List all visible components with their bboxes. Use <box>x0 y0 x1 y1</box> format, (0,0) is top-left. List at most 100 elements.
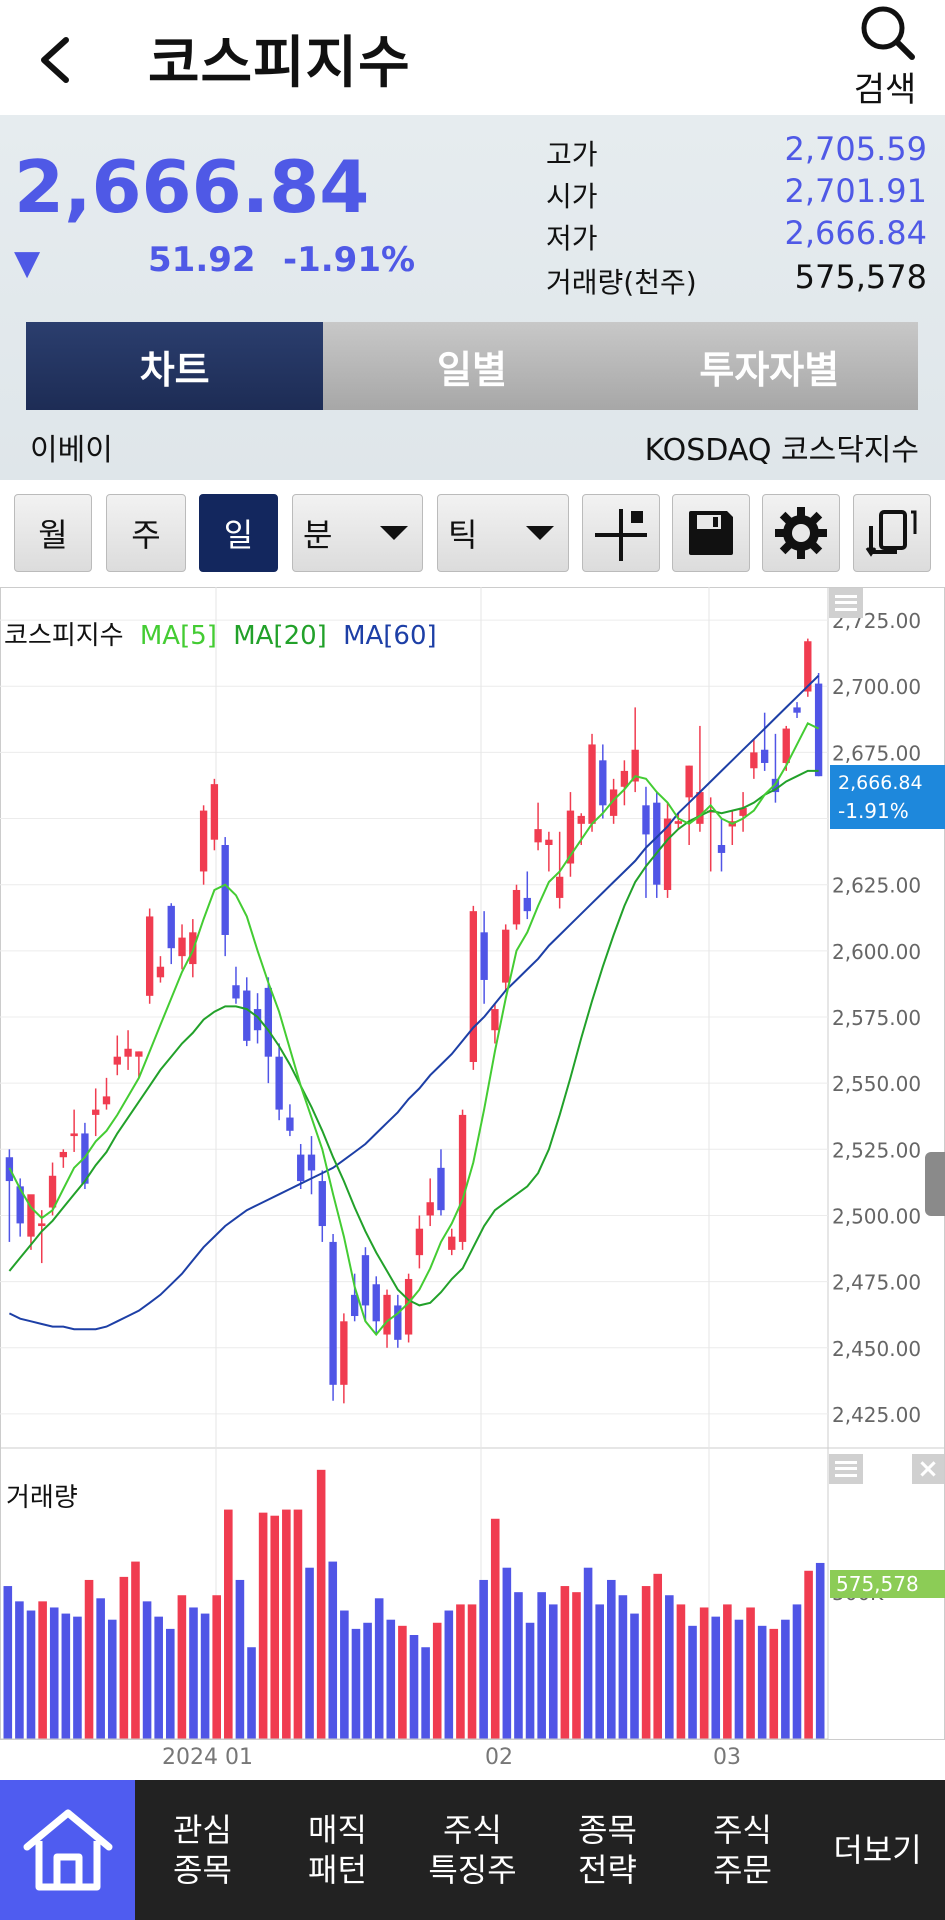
candle-body <box>264 987 273 1057</box>
back-button[interactable] <box>30 22 90 92</box>
tab-investor[interactable]: 투자자별 <box>699 347 840 392</box>
volume-bar <box>154 1616 163 1739</box>
candle-body <box>588 744 596 824</box>
sub-info-left[interactable]: 이베이 <box>30 433 113 468</box>
crosshair-button[interactable] <box>582 494 660 572</box>
x-axis-label-feb: 02 <box>485 1745 513 1770</box>
period-day-button[interactable]: 일 <box>199 494 278 572</box>
candle-body <box>696 792 704 824</box>
volume-bar <box>444 1610 454 1739</box>
candle-body <box>135 1051 143 1057</box>
price-chart-menu-button[interactable] <box>829 588 863 618</box>
y-tick-label: 2,700.00 <box>832 675 921 699</box>
volume-bar <box>49 1607 59 1739</box>
nav-home[interactable] <box>0 1780 135 1920</box>
candle-body <box>448 1236 456 1250</box>
volume-bar <box>177 1595 187 1739</box>
nav-more[interactable]: 더보기 <box>833 1831 922 1869</box>
candle-body <box>350 1294 359 1317</box>
candle-body <box>329 1241 337 1385</box>
candle-body <box>167 905 175 949</box>
volume-bar <box>769 1628 779 1739</box>
volume-bar <box>224 1509 233 1739</box>
candle-body <box>771 778 780 793</box>
nav-stock-strategy[interactable]: 종목 전략 <box>578 1811 637 1889</box>
nav-watchlist[interactable]: 관심 종목 <box>173 1811 232 1889</box>
price-chart[interactable]: 2,725.002,700.002,675.002,650.002,625.00… <box>0 587 945 1782</box>
candle-body <box>534 829 542 843</box>
ma20-line <box>8 769 819 1307</box>
search-button[interactable]: 검색 <box>845 0 945 110</box>
side-drawer-handle[interactable] <box>925 1152 945 1216</box>
volume-bar <box>676 1604 686 1739</box>
period-month-button[interactable]: 월 <box>14 494 92 572</box>
last-volume-tag: 575,578 <box>830 1570 945 1598</box>
candle-body <box>609 789 618 816</box>
ma60-line <box>8 674 820 1331</box>
gear-icon <box>775 507 827 559</box>
search-icon <box>861 6 915 60</box>
volume-bar <box>560 1586 570 1739</box>
y-tick-label: 2,550.00 <box>832 1072 921 1096</box>
page-title: 코스피지수 <box>148 31 411 96</box>
candle-body <box>653 802 661 885</box>
volume-bar <box>456 1604 465 1739</box>
y-tick-label: 2,425.00 <box>832 1403 921 1427</box>
volume-bar <box>409 1635 419 1739</box>
nav-featured-stocks[interactable]: 주식 특징주 <box>428 1811 517 1889</box>
volume-bar <box>305 1567 314 1739</box>
ma5-line <box>8 721 820 1337</box>
chart-area[interactable]: 2,725.002,700.002,675.002,650.002,625.00… <box>0 587 945 1782</box>
tick-select[interactable]: 틱 <box>437 494 569 572</box>
bottom-nav: 관심 종목 매직 패턴 주식 특징주 종목 전략 주식 주문 더보기 <box>0 1780 945 1920</box>
settings-button[interactable] <box>762 494 840 572</box>
candle-body <box>372 1284 380 1322</box>
candle-body <box>480 932 488 980</box>
legend-ma60: MA[60] <box>343 621 437 651</box>
volume-bar <box>792 1604 802 1739</box>
volume-bar <box>142 1601 152 1739</box>
nav-stock-order[interactable]: 주식 주문 <box>713 1811 772 1889</box>
candle-body <box>145 916 154 996</box>
candle-body <box>793 707 801 713</box>
tab-chart[interactable]: 차트 <box>26 322 324 410</box>
candle-body <box>717 845 726 853</box>
candle-body <box>383 1294 391 1335</box>
volume-bar <box>757 1625 767 1739</box>
volume-bar <box>270 1515 280 1739</box>
volume-bar <box>630 1613 639 1739</box>
candle-body <box>210 784 219 840</box>
last-price-tag-percent: -1.91% <box>838 799 909 823</box>
rotate-screen-icon <box>865 510 917 557</box>
volume-bar <box>84 1579 94 1739</box>
volume-bar <box>723 1604 732 1739</box>
volume-bar <box>119 1576 129 1739</box>
volume-bar <box>247 1647 256 1739</box>
candle-body <box>469 911 478 1062</box>
volume-bar <box>618 1595 628 1739</box>
period-week-button[interactable]: 주 <box>106 494 186 572</box>
tab-daily[interactable]: 일별 <box>437 347 507 392</box>
volume-bar <box>490 1518 500 1739</box>
minute-select-label: 분 <box>303 516 333 554</box>
tick-select-label: 틱 <box>448 516 478 554</box>
rotate-screen-button[interactable] <box>853 494 931 572</box>
y-tick-label: 2,475.00 <box>832 1271 921 1295</box>
y-tick-label: 2,575.00 <box>832 1006 921 1030</box>
volume-chart-menu-button[interactable] <box>829 1454 863 1484</box>
minute-select[interactable]: 분 <box>292 494 423 572</box>
volume-bar <box>165 1628 175 1739</box>
crosshair-icon <box>595 509 647 561</box>
save-button[interactable] <box>672 494 750 572</box>
volume-bar <box>734 1619 744 1739</box>
current-price: 2,666.84 <box>14 145 370 229</box>
candle-body <box>404 1278 413 1335</box>
y-tick-label: 2,600.00 <box>832 940 921 964</box>
candle-body <box>113 1056 121 1065</box>
close-icon[interactable]: × <box>912 1454 944 1484</box>
volume-bar <box>815 1562 825 1739</box>
nav-magic-pattern[interactable]: 매직 패턴 <box>308 1811 367 1889</box>
sub-info-right[interactable]: KOSDAQ 코스닥지수 <box>644 433 919 468</box>
volume-bar <box>525 1622 535 1739</box>
candle-body <box>27 1194 35 1237</box>
